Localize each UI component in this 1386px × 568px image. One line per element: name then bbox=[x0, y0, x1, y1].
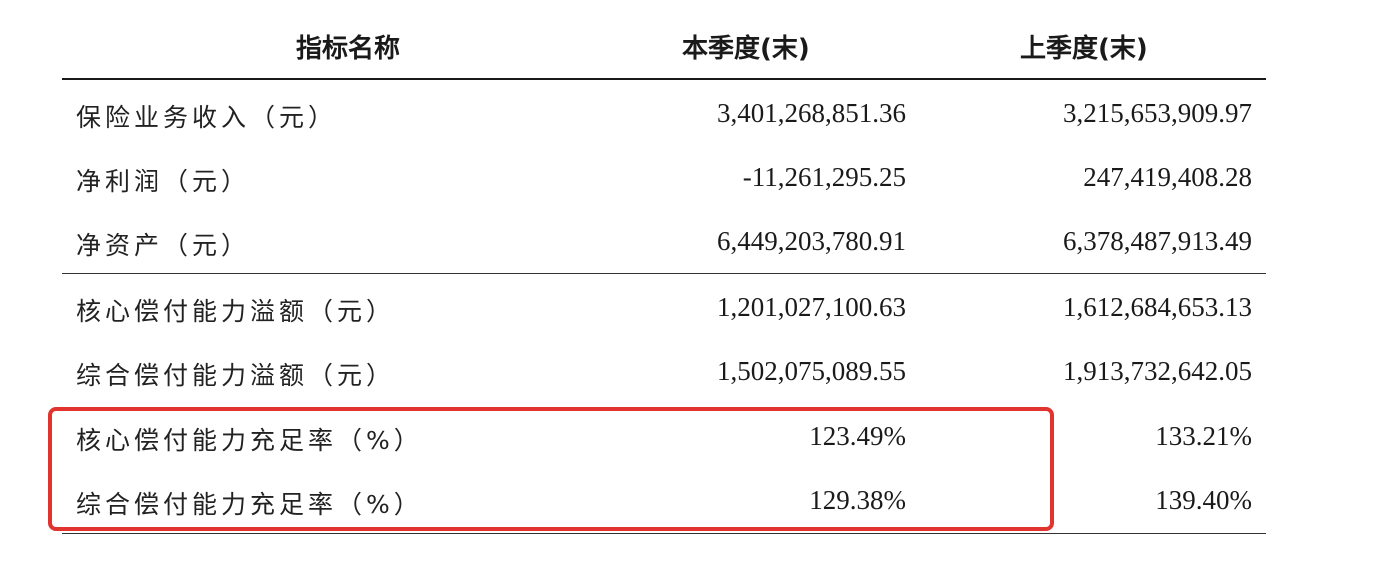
row-label: 综合偿付能力溢额（元） bbox=[76, 361, 396, 390]
row-current-value: 129.38% bbox=[809, 485, 906, 515]
row-current-value: 1,502,075,089.55 bbox=[717, 356, 906, 386]
table-bottom-rule bbox=[62, 533, 1266, 534]
row-current-value: -11,261,295.25 bbox=[742, 162, 906, 192]
table-row: 保险业务收入（元） 3,401,268,851.36 3,215,653,909… bbox=[62, 82, 1266, 146]
header-previous-quarter: 上季度(末) bbox=[1020, 34, 1148, 64]
row-label: 核心偿付能力充足率（%） bbox=[76, 426, 423, 455]
row-previous-value: 139.40% bbox=[1155, 485, 1252, 515]
row-previous-value: 6,378,487,913.49 bbox=[1063, 226, 1252, 256]
table-row: 综合偿付能力充足率（%） 129.38% 139.40% bbox=[62, 469, 1266, 533]
row-label: 保险业务收入（元） bbox=[76, 103, 338, 132]
table-row: 净资产（元） 6,449,203,780.91 6,378,487,913.49 bbox=[62, 210, 1266, 274]
row-previous-value: 133.21% bbox=[1155, 421, 1252, 451]
header-bottom-rule bbox=[62, 78, 1266, 80]
row-label: 核心偿付能力溢额（元） bbox=[76, 297, 396, 326]
table-row: 净利润（元） -11,261,295.25 247,419,408.28 bbox=[62, 146, 1266, 210]
table-row: 综合偿付能力溢额（元） 1,502,075,089.55 1,913,732,6… bbox=[62, 340, 1266, 404]
row-previous-value: 3,215,653,909.97 bbox=[1063, 98, 1252, 128]
financial-indicators-table: 指标名称 本季度(末) 上季度(末) 保险业务收入（元） 3,401,268,8… bbox=[62, 0, 1266, 568]
table-header-row: 指标名称 本季度(末) 上季度(末) bbox=[62, 18, 1266, 76]
header-current-quarter: 本季度(末) bbox=[682, 34, 810, 64]
row-current-value: 1,201,027,100.63 bbox=[717, 292, 906, 322]
row-label: 净利润（元） bbox=[76, 167, 251, 196]
row-previous-value: 1,612,684,653.13 bbox=[1063, 292, 1252, 322]
row-label: 综合偿付能力充足率（%） bbox=[76, 490, 423, 519]
header-indicator-name: 指标名称 bbox=[296, 34, 401, 64]
table-row: 核心偿付能力溢额（元） 1,201,027,100.63 1,612,684,6… bbox=[62, 276, 1266, 340]
row-label: 净资产（元） bbox=[76, 231, 251, 260]
row-current-value: 6,449,203,780.91 bbox=[717, 226, 906, 256]
row-current-value: 123.49% bbox=[809, 421, 906, 451]
row-current-value: 3,401,268,851.36 bbox=[717, 98, 906, 128]
section-divider-rule bbox=[62, 273, 1266, 274]
row-previous-value: 1,913,732,642.05 bbox=[1063, 356, 1252, 386]
solvency-ratio-highlight-box bbox=[48, 407, 1054, 531]
table-row: 核心偿付能力充足率（%） 123.49% 133.21% bbox=[62, 405, 1266, 469]
row-previous-value: 247,419,408.28 bbox=[1083, 162, 1252, 192]
